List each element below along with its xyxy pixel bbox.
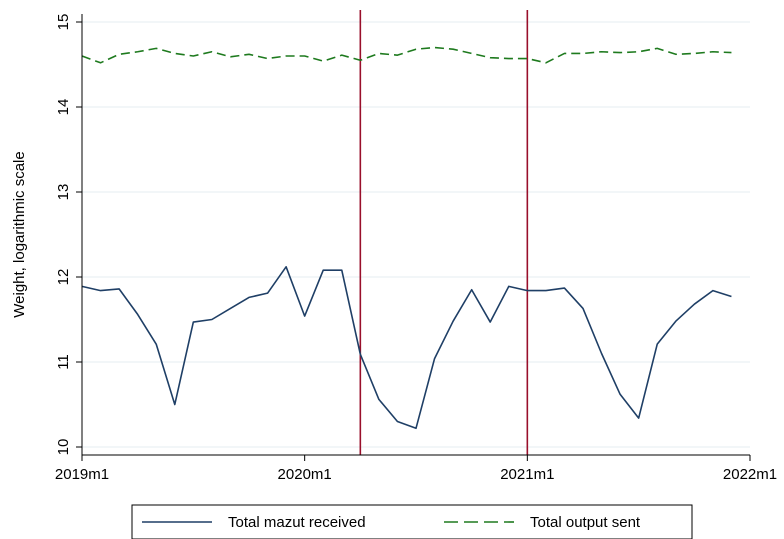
legend-label: Total mazut received [228,514,366,531]
grid-lines [82,21,750,448]
y-tick-label: 15 [55,14,72,31]
y-axis-title: Weight, logarithmic scale [11,151,28,317]
legend-box [131,504,693,539]
legend: Total mazut received Total output sent [131,504,693,539]
y-tick-label: 10 [55,439,72,456]
series-line-output-sent [81,46,732,64]
series-line-mazut-received [81,265,732,430]
y-tick-label: 14 [55,99,72,116]
x-tick-label: 2022m1 [723,466,777,483]
axes [81,14,750,456]
y-tick-label: 11 [55,354,72,370]
x-tick-label: 2020m1 [278,466,332,483]
x-ticks: 2019m1 2020m1 2021m1 2022m1 [55,455,777,483]
y-tick-label: 12 [55,269,72,286]
y-ticks: 10 11 12 13 14 15 [55,14,82,456]
y-tick-label: 13 [55,184,72,201]
x-tick-label: 2019m1 [55,466,109,483]
x-tick-label: 2021m1 [500,466,554,483]
legend-label: Total output sent [530,514,641,531]
series-lines [81,46,732,430]
reference-lines [359,10,529,455]
